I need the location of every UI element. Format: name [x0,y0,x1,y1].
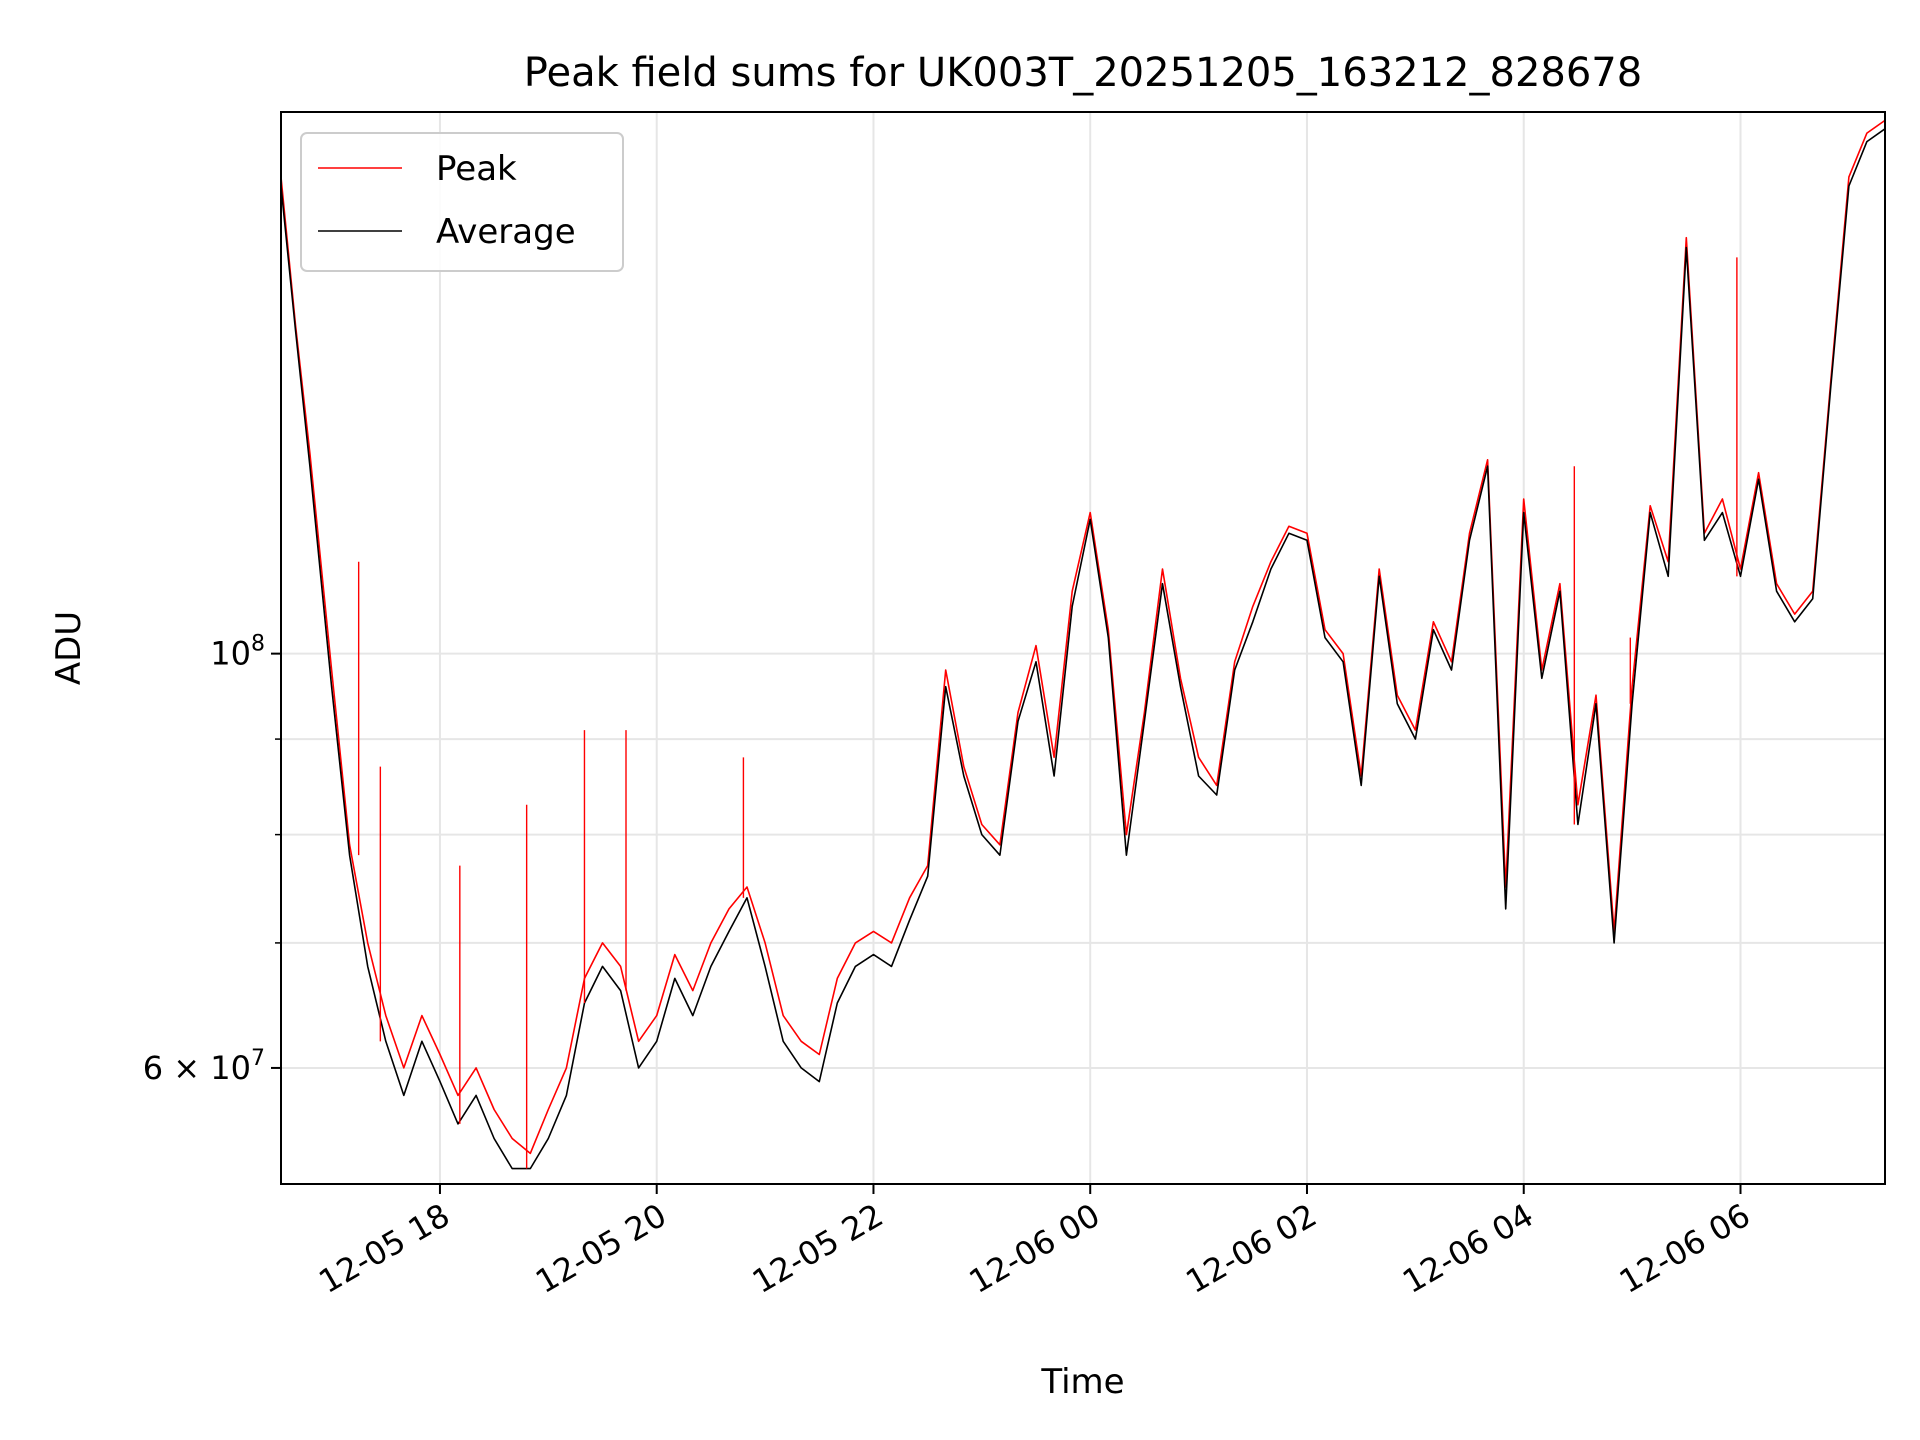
average-series-line [280,128,1886,1170]
grid [281,112,1885,1184]
peak-series-line [280,119,1886,1155]
legend-average-label: Average [436,212,576,252]
y-axis: 108 6 × 107 [143,632,281,1087]
y-axis-label: ADU [49,611,89,685]
legend-peak-label: Peak [436,149,517,189]
y-tick-label: 6 × 107 [143,1046,265,1087]
chart-title: Peak field sums for UK003T_20251205_1632… [524,50,1642,96]
y-tick-label: 108 [210,632,265,673]
plot-frame [280,111,1886,1185]
x-axis-label: Time [1040,1362,1124,1402]
series-layer [280,119,1886,1170]
legend: Peak Average [300,132,624,272]
plot-area [281,112,1885,1184]
